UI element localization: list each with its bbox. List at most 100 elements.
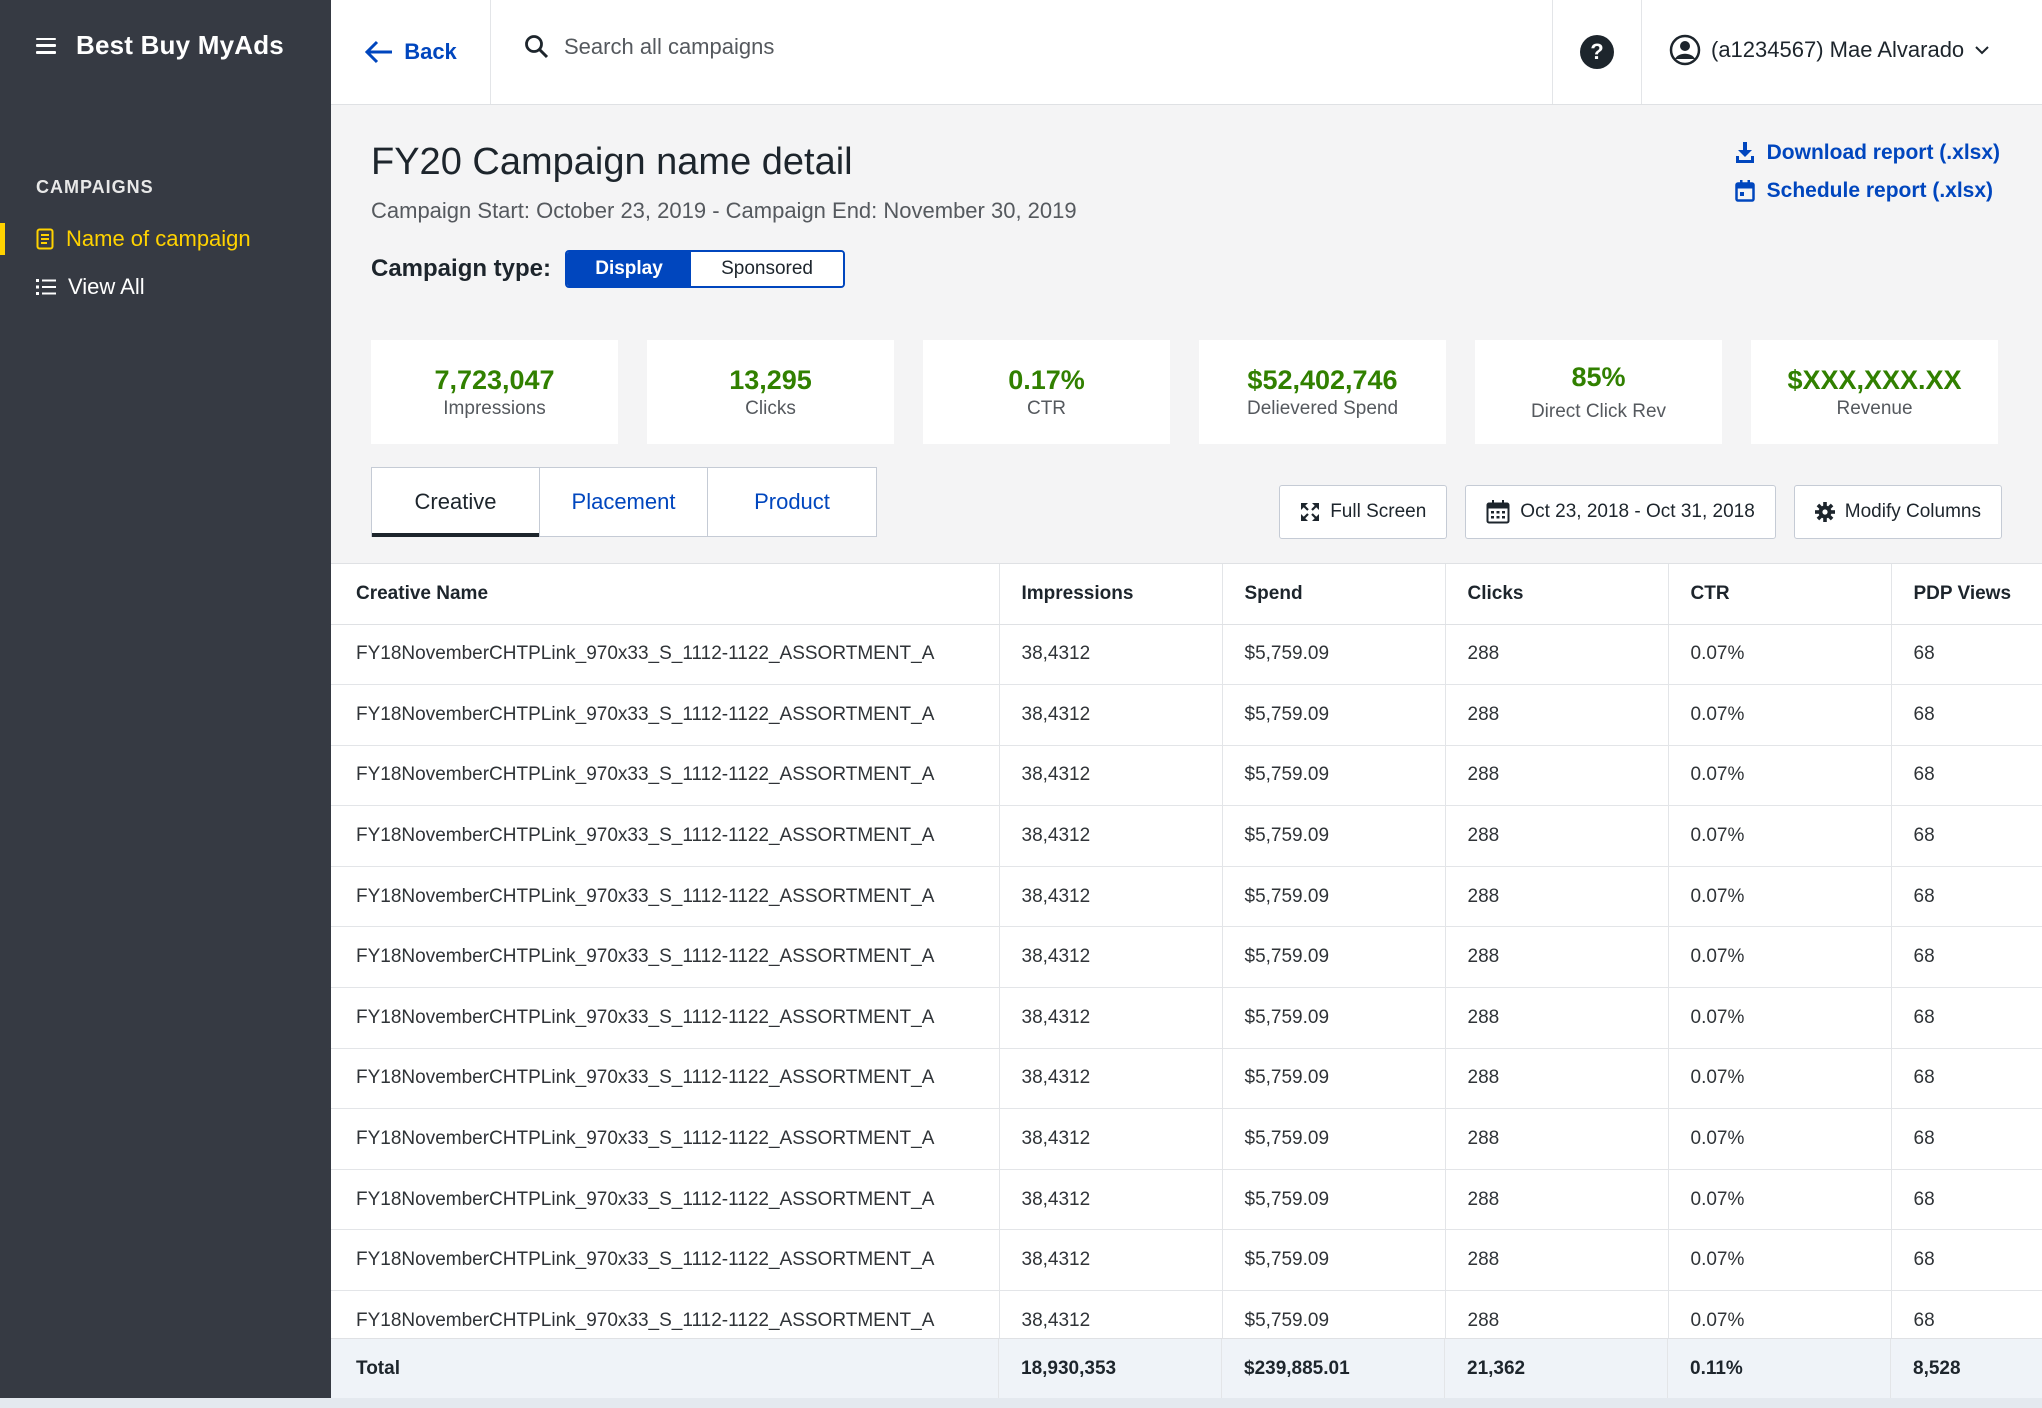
date-range-button[interactable]: Oct 23, 2018 - Oct 31, 2018 (1465, 485, 1776, 539)
tab-product[interactable]: Product (754, 489, 830, 514)
cell-ctr: 0.07% (1668, 745, 1892, 807)
table-row[interactable]: FY18NovemberCHTPLink_970x33_S_1112-1122_… (331, 987, 2042, 1049)
help-button[interactable]: ? (1552, 0, 1642, 104)
main-content: FY20 Campaign name detail Campaign Start… (331, 105, 2042, 1398)
search-bar (524, 34, 1264, 60)
totals-clicks: 21,362 (1445, 1339, 1668, 1398)
cell-spend: $5,759.09 (1222, 805, 1446, 867)
metric-label: Clicks (745, 397, 796, 419)
table-row[interactable]: FY18NovemberCHTPLink_970x33_S_1112-1122_… (331, 805, 2042, 867)
cell-impressions: 38,4312 (999, 805, 1223, 867)
chevron-down-icon (1975, 46, 1989, 55)
column-header-spend[interactable]: Spend (1222, 564, 1446, 625)
table-row[interactable]: FY18NovemberCHTPLink_970x33_S_1112-1122_… (331, 624, 2042, 686)
table-row[interactable]: FY18NovemberCHTPLink_970x33_S_1112-1122_… (331, 1108, 2042, 1170)
tab-placement[interactable]: Placement (540, 468, 708, 536)
hamburger-menu-icon[interactable] (36, 37, 56, 54)
metric-impressions: 7,723,047 Impressions (371, 340, 618, 444)
metric-clicks: 13,295 Clicks (647, 340, 894, 444)
modify-columns-button[interactable]: Modify Columns (1793, 485, 2002, 539)
document-icon (36, 228, 54, 250)
cell-creative-name: FY18NovemberCHTPLink_970x33_S_1112-1122_… (331, 1169, 1000, 1231)
metric-value: 13,295 (729, 364, 812, 395)
search-input[interactable] (564, 34, 1264, 60)
arrow-left-icon (365, 40, 393, 64)
cell-clicks: 288 (1445, 1108, 1669, 1170)
tab-creative[interactable]: Creative (372, 468, 540, 537)
download-report-label: Download report (.xlsx) (1766, 141, 2000, 164)
gear-icon (1814, 502, 1835, 522)
cell-pdp-views: 68 (1891, 1048, 2042, 1110)
metrics-row: 7,723,047 Impressions 13,295 Clicks 0.17… (371, 340, 1998, 444)
metric-value: 85% (1571, 361, 1626, 392)
cell-clicks: 288 (1445, 1048, 1669, 1110)
sidebar-item-label: View All (68, 274, 145, 299)
download-icon (1735, 142, 1754, 163)
column-header-creative-name[interactable]: Creative Name (331, 564, 1000, 625)
back-button[interactable]: Back (331, 0, 491, 104)
full-screen-label: Full Screen (1330, 501, 1427, 522)
cell-spend: $5,759.09 (1222, 1048, 1446, 1110)
cell-ctr: 0.07% (1668, 1229, 1892, 1292)
column-header-ctr[interactable]: CTR (1668, 564, 1892, 625)
user-menu[interactable]: (a1234567) Mae Alvarado (1669, 34, 1990, 66)
cell-creative-name: FY18NovemberCHTPLink_970x33_S_1112-1122_… (331, 1229, 1000, 1292)
data-table: Creative Name Impressions Spend Clicks C… (331, 564, 2042, 1352)
cell-clicks: 288 (1445, 866, 1669, 928)
cell-pdp-views: 68 (1891, 1108, 2042, 1170)
metric-ctr: 0.17% CTR (923, 340, 1170, 444)
sidebar-item-name-of-campaign[interactable]: Name of campaign (0, 219, 331, 259)
cell-creative-name: FY18NovemberCHTPLink_970x33_S_1112-1122_… (331, 926, 1000, 989)
column-header-pdp-views[interactable]: PDP Views (1891, 564, 2042, 625)
cell-creative-name: FY18NovemberCHTPLink_970x33_S_1112-1122_… (331, 1048, 1000, 1110)
cell-impressions: 38,4312 (999, 926, 1223, 989)
metric-value: 7,723,047 (434, 364, 555, 395)
download-report-link[interactable]: Download report (.xlsx) (1735, 141, 2000, 165)
cell-pdp-views: 68 (1891, 987, 2042, 1049)
cell-spend: $5,759.09 (1222, 684, 1446, 746)
metric-label: Delievered Spend (1246, 397, 1399, 419)
cell-creative-name: FY18NovemberCHTPLink_970x33_S_1112-1122_… (331, 987, 1000, 1049)
sidebar: Best Buy MyAds CAMPAIGNS Name of campaig… (0, 0, 331, 1398)
cell-clicks: 288 (1445, 1169, 1669, 1231)
cell-ctr: 0.07% (1668, 926, 1892, 989)
sidebar-item-label: Name of campaign (66, 226, 251, 251)
totals-ctr: 0.11% (1668, 1339, 1891, 1398)
metric-label: Impressions (443, 397, 546, 419)
cell-pdp-views: 68 (1891, 684, 2042, 746)
table-row[interactable]: FY18NovemberCHTPLink_970x33_S_1112-1122_… (331, 1048, 2042, 1110)
cell-impressions: 38,4312 (999, 624, 1223, 686)
toggle-display[interactable]: Display (567, 252, 692, 286)
cell-creative-name: FY18NovemberCHTPLink_970x33_S_1112-1122_… (331, 745, 1000, 807)
full-screen-button[interactable]: Full Screen (1279, 485, 1448, 539)
date-range-label: Oct 23, 2018 - Oct 31, 2018 (1520, 501, 1755, 522)
cell-impressions: 38,4312 (999, 866, 1223, 928)
cell-clicks: 288 (1445, 624, 1669, 686)
column-header-impressions[interactable]: Impressions (999, 564, 1223, 625)
cell-spend: $5,759.09 (1222, 926, 1446, 989)
toggle-sponsored[interactable]: Sponsored (691, 252, 844, 286)
modify-columns-label: Modify Columns (1844, 501, 1981, 522)
table-row[interactable]: FY18NovemberCHTPLink_970x33_S_1112-1122_… (331, 1169, 2042, 1231)
table-row[interactable]: FY18NovemberCHTPLink_970x33_S_1112-1122_… (331, 866, 2042, 928)
cell-spend: $5,759.09 (1222, 1108, 1446, 1170)
cell-impressions: 38,4312 (999, 1048, 1223, 1110)
table-row[interactable]: FY18NovemberCHTPLink_970x33_S_1112-1122_… (331, 684, 2042, 746)
table-row[interactable]: FY18NovemberCHTPLink_970x33_S_1112-1122_… (331, 745, 2042, 807)
cell-spend: $5,759.09 (1222, 1169, 1446, 1231)
bottom-strip (0, 1398, 2042, 1408)
table-tools: Full Screen Oct 23, 2018 - Oct 31, 2018 (1279, 485, 2002, 539)
table-row[interactable]: FY18NovemberCHTPLink_970x33_S_1112-1122_… (331, 926, 2042, 989)
calendar-icon (1486, 500, 1510, 524)
column-header-clicks[interactable]: Clicks (1445, 564, 1669, 625)
cell-spend: $5,759.09 (1222, 866, 1446, 928)
sidebar-item-view-all[interactable]: View All (0, 267, 331, 307)
campaign-type-label: Campaign type: (371, 255, 552, 282)
table-row[interactable]: FY18NovemberCHTPLink_970x33_S_1112-1122_… (331, 1229, 2042, 1292)
totals-impressions: 18,930,353 (999, 1339, 1222, 1398)
creative-table: Creative Name Impressions Spend Clicks C… (331, 563, 2042, 1398)
cell-ctr: 0.07% (1668, 1169, 1892, 1231)
campaign-dates: Campaign Start: October 23, 2019 - Campa… (371, 198, 1077, 223)
cell-pdp-views: 68 (1891, 866, 2042, 928)
schedule-report-link[interactable]: Schedule report (.xlsx) (1734, 179, 2000, 203)
